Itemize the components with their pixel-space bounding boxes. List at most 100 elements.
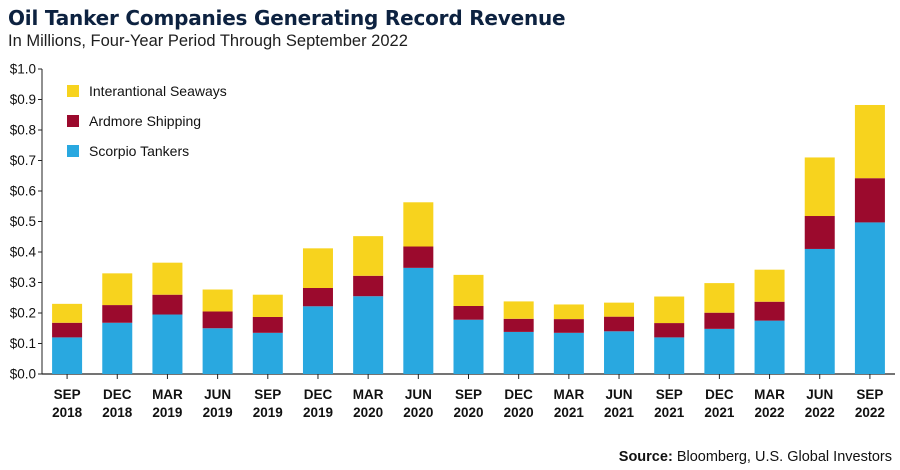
y-tick-label: $0.8	[10, 123, 36, 138]
bar-ardmore-shipping	[353, 275, 384, 297]
x-tick-label-month: MAR	[152, 387, 183, 402]
x-tick-label-year: 2018	[102, 405, 133, 420]
legend-label: Ardmore Shipping	[89, 113, 201, 129]
y-tick-label: $0.9	[10, 92, 36, 107]
x-tick-label-month: JUN	[405, 387, 432, 402]
x-tick-label-year: 2019	[152, 405, 182, 420]
source-note: Source: Bloomberg, U.S. Global Investors	[619, 449, 892, 465]
bar-ardmore-shipping	[102, 305, 133, 323]
x-tick-label-month: MAR	[754, 387, 785, 402]
bar-scorpio-tankers	[252, 332, 283, 374]
x-tick-label-month: SEP	[54, 387, 81, 402]
bar-ardmore-shipping	[553, 319, 584, 333]
bar-ardmore-shipping	[604, 316, 635, 332]
bar-scorpio-tankers	[353, 296, 384, 374]
x-tick-label-year: 2018	[52, 405, 83, 420]
x-tick-label-year: 2020	[453, 405, 483, 420]
x-tick-label-year: 2022	[855, 405, 885, 420]
x-tick-label-year: 2021	[554, 405, 585, 420]
y-tick-label: $0.7	[10, 153, 36, 168]
bar-scorpio-tankers	[804, 248, 835, 374]
source-text: Bloomberg, U.S. Global Investors	[676, 449, 892, 465]
y-tick-label: $0.2	[10, 306, 36, 321]
legend-swatch	[67, 115, 79, 127]
bar-scorpio-tankers	[654, 337, 685, 374]
x-tick-label-month: SEP	[656, 387, 683, 402]
bar-scorpio-tankers	[453, 319, 484, 374]
bar-scorpio-tankers	[152, 314, 183, 374]
legend-label: Interantional Seaways	[89, 83, 227, 99]
bar-interantional-seaways	[152, 262, 183, 295]
bar-scorpio-tankers	[102, 322, 133, 374]
y-tick-label: $0.1	[10, 336, 36, 351]
x-tick-label-year: 2020	[353, 405, 383, 420]
x-tick-label-month: DEC	[705, 387, 734, 402]
bar-interantional-seaways	[302, 248, 333, 288]
y-tick-label: $1.0	[10, 62, 36, 77]
x-tick-label-year: 2021	[704, 405, 735, 420]
bar-interantional-seaways	[604, 302, 635, 317]
x-tick-label-month: JUN	[606, 387, 633, 402]
bar-scorpio-tankers	[302, 306, 333, 374]
x-tick-label-year: 2022	[805, 405, 835, 420]
x-tick-label-year: 2022	[755, 405, 785, 420]
bar-scorpio-tankers	[553, 332, 584, 374]
x-tick-label-month: DEC	[504, 387, 533, 402]
x-tick-label-year: 2020	[504, 405, 534, 420]
chart-subtitle: In Millions, Four-Year Period Through Se…	[8, 32, 408, 50]
x-tick-label-year: 2019	[203, 405, 233, 420]
bar-interantional-seaways	[804, 157, 835, 217]
bar-scorpio-tankers	[854, 222, 885, 374]
y-tick-label: $0.3	[10, 275, 36, 290]
x-tick-label-year: 2021	[604, 405, 635, 420]
y-tick-label: $0.4	[10, 245, 37, 260]
bar-ardmore-shipping	[453, 305, 484, 320]
bar-interantional-seaways	[553, 304, 584, 320]
x-tick-label-month: MAR	[553, 387, 584, 402]
bar-ardmore-shipping	[302, 287, 333, 307]
bar-ardmore-shipping	[403, 246, 434, 268]
bar-scorpio-tankers	[202, 328, 233, 374]
bar-interantional-seaways	[102, 273, 133, 306]
bar-interantional-seaways	[453, 274, 484, 306]
bar-ardmore-shipping	[202, 311, 233, 329]
x-tick-label-month: MAR	[353, 387, 384, 402]
bar-scorpio-tankers	[403, 267, 434, 374]
bar-scorpio-tankers	[754, 320, 785, 374]
bar-interantional-seaways	[353, 236, 384, 276]
x-tick-label-month: JUN	[204, 387, 231, 402]
x-tick-label-year: 2019	[253, 405, 283, 420]
x-tick-label-month: SEP	[254, 387, 281, 402]
x-tick-label-month: JUN	[806, 387, 833, 402]
bar-ardmore-shipping	[804, 216, 835, 249]
bar-interantional-seaways	[854, 104, 885, 179]
bar-ardmore-shipping	[654, 323, 685, 338]
bar-interantional-seaways	[252, 294, 283, 317]
bar-interantional-seaways	[754, 269, 785, 302]
x-tick-label-year: 2020	[403, 405, 433, 420]
legend-label: Scorpio Tankers	[89, 143, 189, 159]
source-label: Source:	[618, 449, 673, 465]
legend-swatch	[67, 145, 79, 157]
bar-interantional-seaways	[704, 283, 735, 313]
bar-scorpio-tankers	[704, 328, 735, 374]
y-tick-label: $0.5	[10, 214, 36, 229]
legend-swatch	[67, 85, 79, 97]
x-tick-label-month: DEC	[103, 387, 132, 402]
bar-ardmore-shipping	[754, 301, 785, 321]
x-tick-label-month: SEP	[856, 387, 883, 402]
bar-interantional-seaways	[52, 303, 83, 323]
x-tick-label-month: SEP	[455, 387, 482, 402]
chart-title: Oil Tanker Companies Generating Record R…	[8, 6, 566, 30]
y-tick-label: $0.0	[10, 367, 36, 382]
bar-interantional-seaways	[654, 296, 685, 324]
bar-ardmore-shipping	[152, 294, 183, 315]
bar-interantional-seaways	[403, 202, 434, 247]
bar-ardmore-shipping	[52, 322, 83, 338]
bar-scorpio-tankers	[52, 337, 83, 374]
bar-scorpio-tankers	[604, 331, 635, 374]
x-tick-label-month: DEC	[304, 387, 333, 402]
bar-scorpio-tankers	[503, 331, 534, 374]
y-tick-label: $0.6	[10, 184, 36, 199]
